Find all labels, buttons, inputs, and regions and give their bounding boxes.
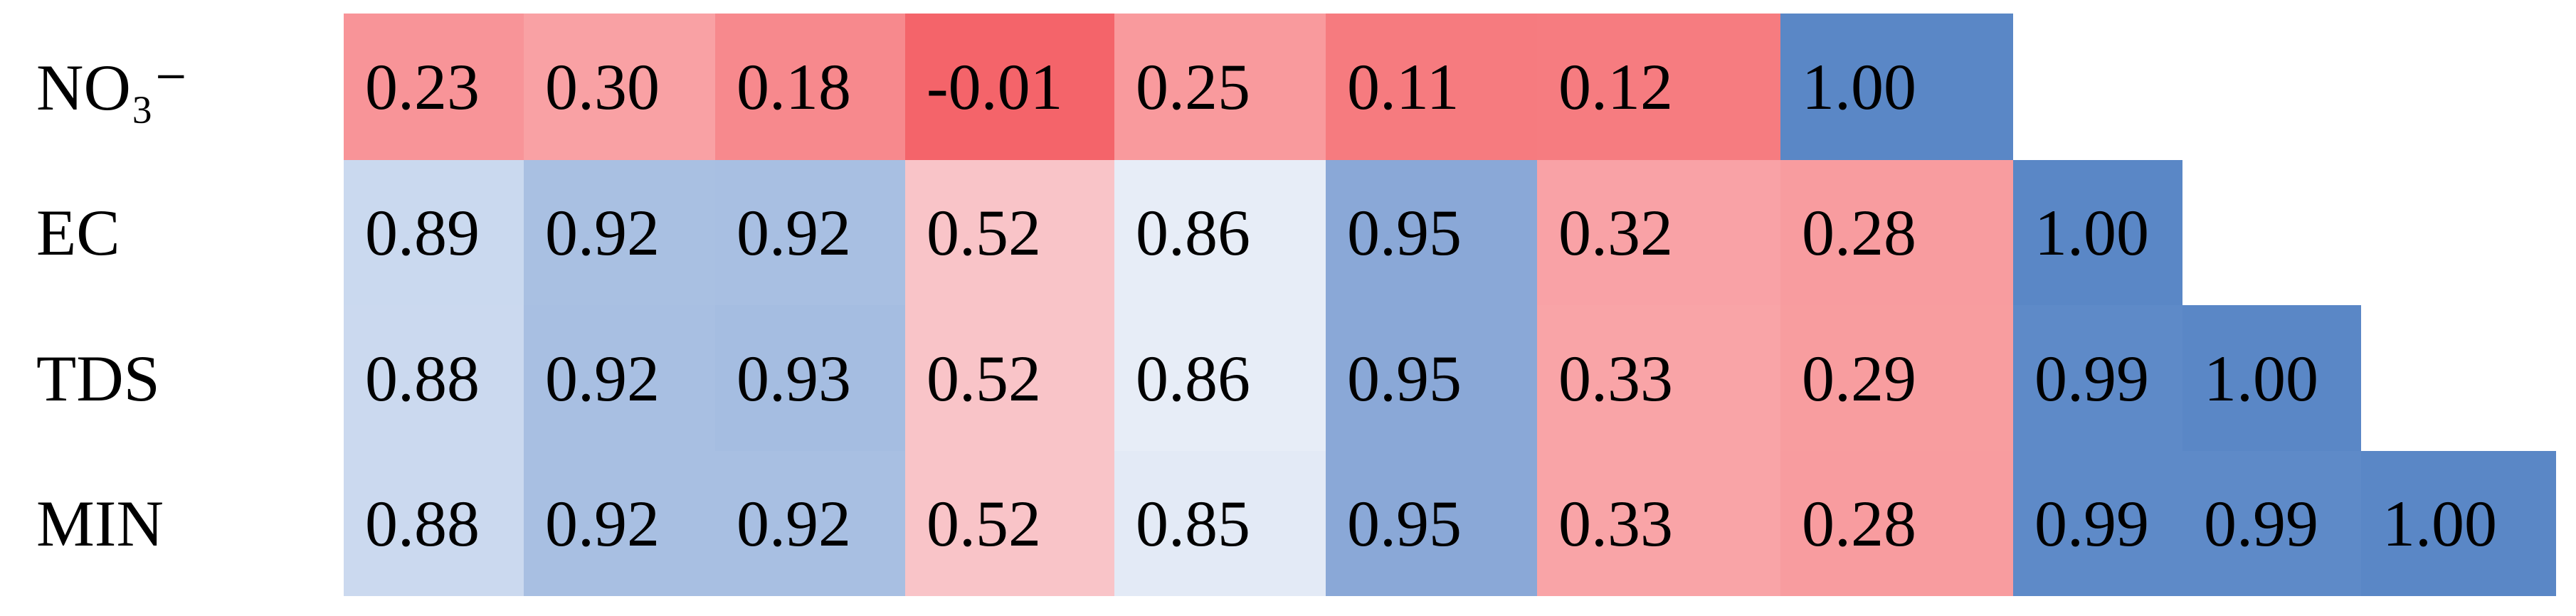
row-label: MIN [36, 487, 164, 560]
cell: 0.12 [1537, 14, 1780, 160]
cell: 0.18 [715, 14, 905, 160]
cell: 0.32 [1537, 160, 1780, 305]
cell: 0.30 [524, 14, 715, 160]
row-label: TDS [36, 341, 160, 415]
cell: 0.86 [1114, 305, 1326, 451]
cell: 0.92 [715, 451, 905, 596]
row-label: EC [36, 196, 120, 269]
cell: 1.00 [1780, 14, 2013, 160]
cell: 0.93 [715, 305, 905, 451]
cell: 0.99 [2013, 451, 2182, 596]
cell: 0.86 [1114, 160, 1326, 305]
cell: 1.00 [2182, 305, 2361, 451]
cell: 0.88 [344, 305, 524, 451]
cell: 0.23 [344, 14, 524, 160]
cell: 0.85 [1114, 451, 1326, 596]
cell: -0.01 [905, 14, 1114, 160]
cell: 0.99 [2013, 305, 2182, 451]
cell: 0.89 [344, 160, 524, 305]
cell: 0.11 [1326, 14, 1537, 160]
cell: 0.88 [344, 451, 524, 596]
cell: 0.92 [524, 160, 715, 305]
cell: 0.28 [1780, 451, 2013, 596]
cell: 0.92 [715, 160, 905, 305]
cell: 0.33 [1537, 305, 1780, 451]
cell: 0.95 [1326, 305, 1537, 451]
cell: 0.95 [1326, 160, 1537, 305]
row-label: NO₃⁻ [36, 51, 189, 124]
cell: 0.92 [524, 451, 715, 596]
cell: 1.00 [2013, 160, 2182, 305]
cell: 0.92 [524, 305, 715, 451]
cell: 0.25 [1114, 14, 1326, 160]
cell: 0.52 [905, 160, 1114, 305]
cell: 0.29 [1780, 305, 2013, 451]
cell: 0.28 [1780, 160, 2013, 305]
cell: 0.95 [1326, 451, 1537, 596]
cell: 0.33 [1537, 451, 1780, 596]
cell: 0.52 [905, 451, 1114, 596]
cell: 1.00 [2361, 451, 2556, 596]
cell: 0.99 [2182, 451, 2361, 596]
cell: 0.52 [905, 305, 1114, 451]
